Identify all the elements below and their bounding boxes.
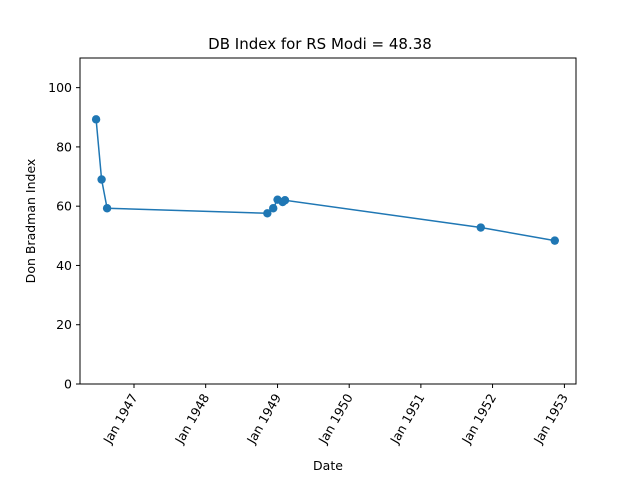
plot-frame — [79, 57, 577, 385]
y-tick-label: 60 — [56, 199, 72, 214]
y-tick-label: 100 — [48, 80, 72, 95]
y-tick-label: 40 — [56, 258, 72, 273]
y-tick-label: 80 — [56, 139, 72, 154]
data-point — [550, 236, 559, 245]
chart-title: DB Index for RS Modi = 48.38 — [208, 35, 432, 53]
data-point — [476, 223, 485, 232]
data-point — [263, 209, 272, 218]
y-tick-label: 0 — [64, 377, 72, 392]
data-point — [91, 115, 101, 124]
series-line — [95, 119, 555, 242]
plot-area — [91, 115, 559, 245]
data-point — [280, 196, 290, 205]
data-point — [97, 175, 106, 184]
x-axis-label: Date — [313, 458, 343, 473]
data-point — [269, 204, 278, 213]
y-tick-label: 20 — [56, 317, 72, 332]
y-axis-label: Don Bradman Index — [23, 159, 38, 284]
data-point — [102, 204, 112, 213]
